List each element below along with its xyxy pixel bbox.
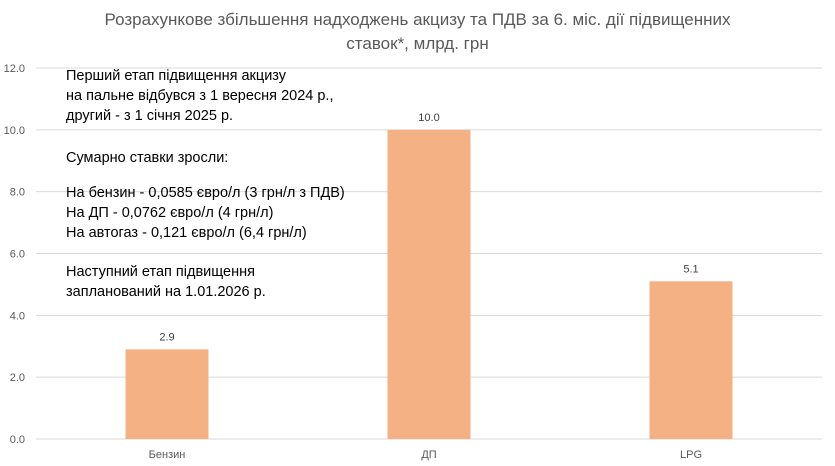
data-label: 5.1 bbox=[683, 263, 698, 275]
bar bbox=[387, 129, 471, 440]
annotation-line: На автогаз - 0,121 євро/л (6,4 грн/л) bbox=[66, 225, 307, 241]
chart-title: Розрахункове збільшення надходжень акциз… bbox=[0, 8, 835, 56]
x-tick-label: Бензин bbox=[149, 449, 186, 461]
y-tick-label: 0.0 bbox=[10, 434, 25, 446]
annotation-line: На ДП - 0,0762 євро/л (4 грн/л) bbox=[66, 205, 274, 221]
annotation-line: другий - з 1 січня 2025 р. bbox=[66, 108, 234, 124]
x-tick-label: ДП bbox=[421, 449, 436, 461]
y-tick-label: 4.0 bbox=[10, 310, 25, 322]
annotation-line: Наступний етап підвищення bbox=[66, 264, 255, 280]
annotation-block-4: Наступний етап підвищення запланований н… bbox=[66, 262, 266, 302]
x-tick-label: LPG bbox=[680, 449, 702, 461]
chart-title-line-1: Розрахункове збільшення надходжень акциз… bbox=[104, 10, 731, 29]
y-tick-label: 10.0 bbox=[4, 125, 25, 137]
y-tick-label: 6.0 bbox=[10, 249, 25, 261]
data-label: 10.0 bbox=[418, 112, 439, 124]
annotation-line: На бензин - 0,0585 євро/л (3 грн/л з ПДВ… bbox=[66, 185, 345, 201]
chart-title-line-2: ставок*, млрд. грн bbox=[346, 34, 489, 53]
annotation-block-1: Перший етап підвищення акцизу на пальне … bbox=[66, 66, 333, 126]
bar bbox=[125, 349, 209, 439]
annotation-line: Сумарно ставки зросли: bbox=[66, 150, 229, 166]
annotation-block-3: На бензин - 0,0585 євро/л (3 грн/л з ПДВ… bbox=[66, 183, 345, 243]
y-tick-label: 12.0 bbox=[4, 63, 25, 75]
data-label: 2.9 bbox=[159, 331, 174, 343]
bar bbox=[649, 281, 733, 439]
annotation-line: Перший етап підвищення акцизу bbox=[66, 68, 287, 84]
annotation-block-2: Сумарно ставки зросли: bbox=[66, 148, 228, 168]
annotation-line: запланований на 1.01.2026 р. bbox=[66, 284, 266, 300]
y-tick-label: 2.0 bbox=[10, 372, 25, 384]
y-tick-label: 8.0 bbox=[10, 187, 25, 199]
annotation-line: на пальне відбувся з 1 вересня 2024 р., bbox=[66, 88, 334, 104]
